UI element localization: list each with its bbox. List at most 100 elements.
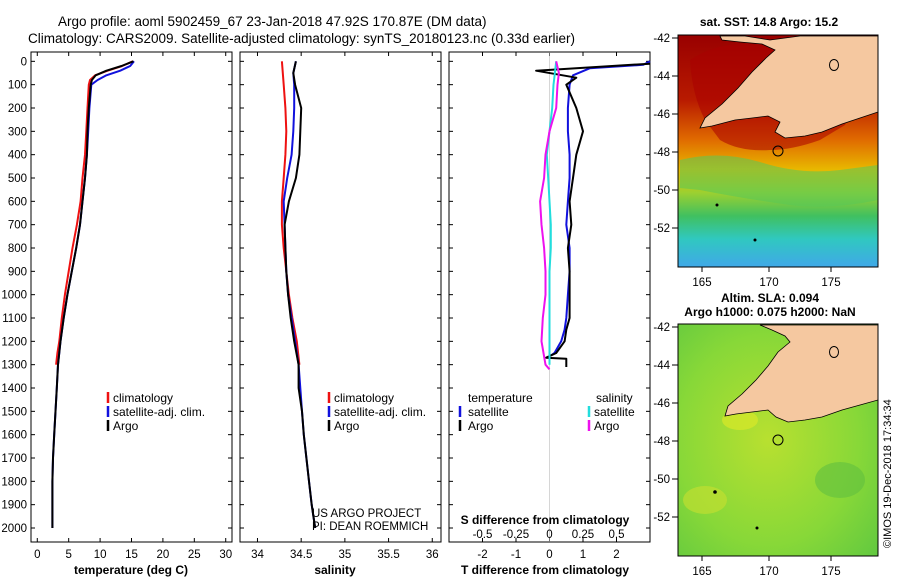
depth-tick-label: 500 — [8, 173, 27, 185]
temperature-axis-label: temperature (deg C) — [74, 563, 188, 577]
island-marker — [829, 59, 839, 71]
series-line-argo — [51, 60, 134, 528]
sst-map-title: sat. SST: 14.8 Argo: 15.2 — [700, 15, 839, 29]
x-tick-label: 35.5 — [377, 549, 399, 561]
series-line-sat_salinity — [545, 61, 558, 365]
island-dot — [713, 490, 717, 494]
lat-tick-label: -46 — [653, 109, 670, 121]
lon-tick-label: 165 — [692, 566, 711, 578]
sla-yellow-patch-2 — [683, 486, 727, 514]
temperature-panel-frame — [30, 51, 233, 543]
difference-legend: temperature satellite Argo salinity sate… — [458, 391, 635, 433]
depth-tick-label: 400 — [8, 150, 27, 162]
x-tick-label: 10 — [94, 549, 107, 561]
salinity-x-axis: 34 34.5 35 35.5 36 — [251, 52, 439, 561]
legend-title-salinity: salinity — [596, 391, 633, 405]
salinity-legend: climatology satellite-adj. clim. Argo — [327, 391, 426, 433]
sla-map-title-2: Argo h1000: 0.075 h2000: NaN — [684, 305, 855, 319]
sla-lat-axis: -42 -44 -46 -48 -50 -52 — [653, 322, 678, 524]
argo-float-position — [772, 434, 784, 446]
lat-tick-label: -42 — [653, 322, 670, 334]
depth-tick-label: 1300 — [1, 360, 27, 372]
depth-tick-label: 1200 — [1, 336, 27, 348]
sla-map — [677, 323, 879, 557]
x-tick-label: 0 — [546, 549, 552, 561]
salinity-axis-label: salinity — [314, 563, 356, 577]
x-tick-label: 2 — [613, 549, 619, 561]
lat-tick-label: -52 — [653, 512, 670, 524]
legend-label-t-argo: Argo — [468, 419, 494, 433]
credit-pi: PI: DEAN ROEMMICH — [312, 521, 428, 533]
series-line-clim_salinity — [539, 61, 560, 370]
depth-tick-label: 300 — [8, 126, 27, 138]
series-line-climatology — [55, 60, 134, 365]
credit-project: US ARGO PROJECT — [312, 508, 421, 520]
lat-tick-label: -42 — [653, 33, 670, 45]
sst-map-frame — [677, 34, 879, 268]
x-tick-label: 5 — [65, 549, 71, 561]
island-dot-2 — [755, 526, 759, 530]
legend-title-temperature: temperature — [468, 391, 533, 405]
x-tick-label: 34.5 — [290, 549, 312, 561]
depth-tick-label: 900 — [8, 266, 27, 278]
sla-map-title-1: Altim. SLA: 0.094 — [721, 291, 819, 305]
lon-tick-label: 170 — [759, 566, 778, 578]
x-tick-label: -1 — [511, 549, 521, 561]
depth-tick-label: 800 — [8, 243, 27, 255]
lon-tick-label: 175 — [821, 566, 840, 578]
depth-tick-label: 1600 — [1, 430, 27, 442]
sst-green-band — [680, 155, 878, 207]
lon-tick-label: 170 — [759, 277, 778, 289]
argo-float-position — [772, 145, 784, 157]
x2-tick-label: 0 — [546, 529, 552, 541]
depth-tick-label: 1900 — [1, 500, 27, 512]
imos-timestamp: ©IMOS 19-Dec-2018 17:34:34 — [882, 399, 894, 548]
x-tick-label: 20 — [157, 549, 170, 561]
temperature-series — [51, 60, 135, 528]
legend-label-climatology: climatology — [334, 391, 394, 405]
x-tick-label: 34 — [251, 549, 264, 561]
x2-tick-label: -0.25 — [503, 529, 529, 541]
sst-lat-axis: -42 -44 -46 -48 -50 -52 — [653, 33, 678, 235]
sla-map-frame — [677, 323, 879, 557]
legend-label-satellite: satellite-adj. clim. — [113, 405, 205, 419]
x-tick-label: 15 — [125, 549, 138, 561]
x-tick-label: 0 — [34, 549, 40, 561]
lat-tick-label: -46 — [653, 398, 670, 410]
title-line-1: Argo profile: aoml 5902459_67 23-Jan-201… — [58, 14, 487, 29]
x-tick-label: 30 — [219, 549, 232, 561]
legend-label-t-satellite: satellite — [468, 405, 509, 419]
depth-tick-label: 2000 — [1, 523, 27, 535]
difference-series — [535, 60, 651, 370]
depth-tick-label: 600 — [8, 196, 27, 208]
lon-tick-label: 175 — [821, 277, 840, 289]
legend-label-s-argo: Argo — [594, 419, 620, 433]
lat-tick-label: -44 — [653, 360, 670, 372]
x-tick-label: 35 — [338, 549, 351, 561]
legend-label-argo: Argo — [334, 419, 360, 433]
depth-tick-label: 1700 — [1, 453, 27, 465]
lat-tick-label: -48 — [653, 436, 670, 448]
island-dot-2 — [753, 238, 757, 242]
depth-tick-label: 700 — [8, 220, 27, 232]
depth-tick-label: 100 — [8, 80, 27, 92]
depth-tick-label: 0 — [21, 56, 27, 68]
depth-tick-label: 1500 — [1, 406, 27, 418]
depth-tick-label: 200 — [8, 103, 27, 115]
series-line-satellite — [550, 60, 651, 357]
x2-tick-label: -0.5 — [473, 529, 493, 541]
new-zealand-land — [724, 324, 879, 423]
island-dot — [715, 203, 719, 207]
title-line-2: Climatology: CARS2009. Satellite-adjuste… — [28, 31, 575, 46]
depth-tick-label: 1800 — [1, 476, 27, 488]
lat-tick-label: -48 — [653, 147, 670, 159]
salinity-panel-frame — [239, 51, 442, 543]
lon-tick-label: 165 — [692, 277, 711, 289]
temperature-legend: climatology satellite-adj. clim. Argo — [106, 391, 205, 433]
sla-green-patch — [815, 462, 865, 498]
depth-tick-label: 1000 — [1, 290, 27, 302]
depth-axis: 0 100 200 300 400 500 600 700 800 900 1000 1100 1200… — [1, 56, 650, 535]
x-tick-label: 36 — [426, 549, 439, 561]
salinity-series — [280, 61, 317, 529]
